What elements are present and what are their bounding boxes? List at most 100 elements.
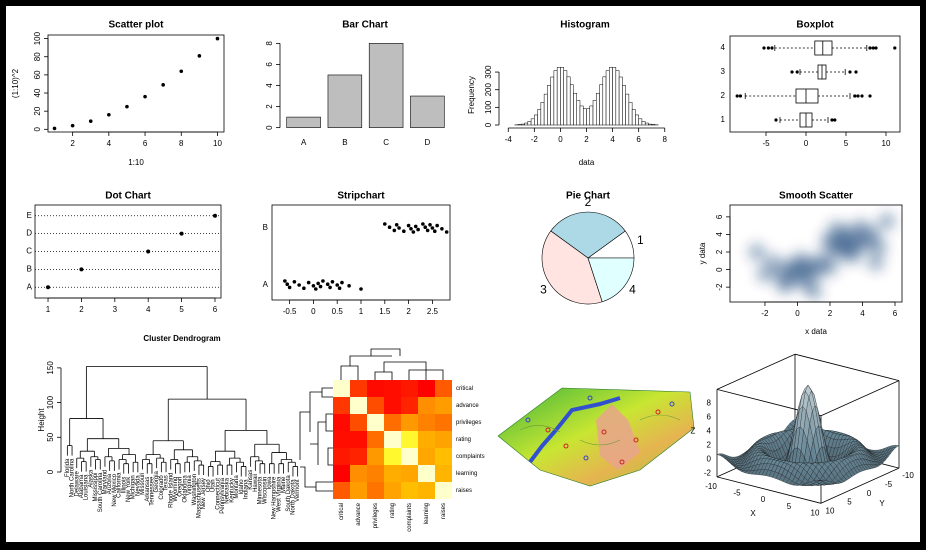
x-tick-label: 6 <box>636 135 641 144</box>
x-tick-label: 0 <box>311 307 316 316</box>
heatmap-cell <box>384 431 401 448</box>
outlier <box>762 46 766 50</box>
box-edge <box>716 476 822 504</box>
x-tick-label: 2.5 <box>427 307 439 316</box>
pie-label: 4 <box>629 283 636 297</box>
x-tick-label: 8 <box>663 135 668 144</box>
point <box>146 249 151 254</box>
heatmap-cell <box>401 465 418 482</box>
leaf-label: Georgia <box>154 470 160 492</box>
histogram-bar <box>648 123 652 126</box>
column-label: advance <box>356 502 362 525</box>
point <box>107 112 111 117</box>
y-category-label: E <box>27 211 32 220</box>
point <box>392 228 397 233</box>
heatmap-cell <box>333 431 350 448</box>
point <box>432 229 437 233</box>
y-category-label: 4 <box>721 43 726 52</box>
histogram-bar <box>517 124 522 126</box>
dendrogram-link <box>229 457 241 466</box>
dendrogram-link <box>259 463 266 474</box>
x-tick-label: 10 <box>213 139 222 148</box>
x-tick-label: 2 <box>584 135 589 144</box>
dendrogram-link <box>278 463 284 474</box>
y-tick-label: 2 <box>265 104 274 109</box>
point <box>340 280 344 285</box>
point <box>406 223 411 228</box>
y-tick-label: 0 <box>46 469 55 474</box>
heatmap-cell <box>350 448 367 465</box>
dendrogram-link <box>280 459 293 464</box>
x-tick-label: 4 <box>860 309 865 318</box>
dendrogram-link <box>66 445 73 456</box>
x-tick-label: 6 <box>143 139 148 148</box>
point <box>411 230 416 234</box>
bar <box>368 43 404 128</box>
density-blur <box>747 212 896 301</box>
heatmap-col-dendrogram <box>340 348 444 380</box>
x-tick-label: 0 <box>761 495 766 504</box>
leaf-label: Pennsylvania <box>220 477 226 513</box>
leaf-label: Alaska <box>88 469 94 488</box>
y-tick-label: 100 <box>484 100 493 114</box>
box-edge <box>820 467 900 504</box>
row-label: complaints <box>456 454 485 460</box>
outlier <box>874 46 878 50</box>
y-category-label: A <box>27 282 33 291</box>
leaf-label: Ohio <box>206 479 212 492</box>
z-axis-label: Z <box>691 427 696 436</box>
histogram-bar <box>560 67 564 126</box>
leaf-label: Connecticut <box>215 478 221 510</box>
point <box>347 284 351 288</box>
histogram-bar <box>615 70 620 126</box>
outlier <box>766 46 771 50</box>
point <box>292 280 297 284</box>
pie-label: 1 <box>637 233 644 247</box>
histogram-bar <box>537 109 542 126</box>
z-tick-label: 4 <box>707 427 712 436</box>
x-tick-label: 1 <box>46 305 51 314</box>
histogram-bar <box>534 114 538 126</box>
point <box>387 225 392 229</box>
heatmap-cell <box>435 482 452 499</box>
leaf-label: Vermont <box>295 479 301 502</box>
chart-title: Cluster Dendrogram <box>143 334 220 343</box>
point <box>179 69 184 74</box>
point <box>285 282 290 287</box>
heatmap-cell <box>401 482 418 499</box>
y-tick-label: 50 <box>46 432 55 441</box>
leaf-label: South Carolina <box>98 472 104 512</box>
x-tick-label: 4 <box>146 305 151 314</box>
heatmap-cell <box>367 397 384 414</box>
box <box>814 40 833 56</box>
y-category-label: C <box>26 247 32 256</box>
point <box>88 119 93 123</box>
histogram-bar <box>618 76 623 126</box>
leaf-label: Nevada <box>135 475 141 496</box>
density-point <box>820 257 839 276</box>
histogram-bar <box>644 122 649 126</box>
density-point <box>851 218 870 237</box>
box-edge <box>716 353 796 390</box>
outlier <box>774 118 778 122</box>
dendrogram-link <box>152 440 184 455</box>
y-tick-label: 10 <box>826 506 835 515</box>
y-tick-label: 6 <box>715 214 724 219</box>
column-label: rating <box>390 503 396 518</box>
heatmap-cell <box>435 397 452 414</box>
dendrogram-link <box>76 457 85 469</box>
x-tick-label: -5 <box>762 139 770 148</box>
y-tick-label: 2 <box>715 249 724 254</box>
point <box>70 123 75 128</box>
point <box>421 222 425 226</box>
chart-title: Pie Chart <box>566 191 611 202</box>
z-tick-label: 6 <box>707 413 712 422</box>
histogram-bar <box>573 92 577 126</box>
point <box>425 228 430 233</box>
z-tick-label: 0 <box>707 455 712 464</box>
leaf-label: Colorado <box>159 475 165 500</box>
heatmap-cell <box>333 414 350 431</box>
point <box>409 227 413 231</box>
heatmap-cell <box>401 380 418 397</box>
z-tick-label: -2 <box>704 469 712 478</box>
